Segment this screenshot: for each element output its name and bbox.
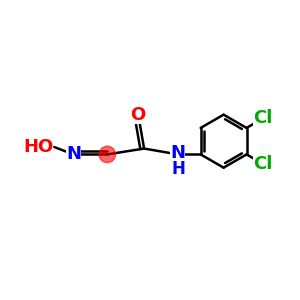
Circle shape [99,146,116,163]
Text: O: O [130,106,146,124]
Text: Cl: Cl [254,109,273,127]
Text: H: H [171,160,185,178]
Text: Cl: Cl [254,155,273,173]
Text: HO: HO [23,138,53,156]
Text: N: N [66,146,81,164]
Text: N: N [170,144,185,162]
